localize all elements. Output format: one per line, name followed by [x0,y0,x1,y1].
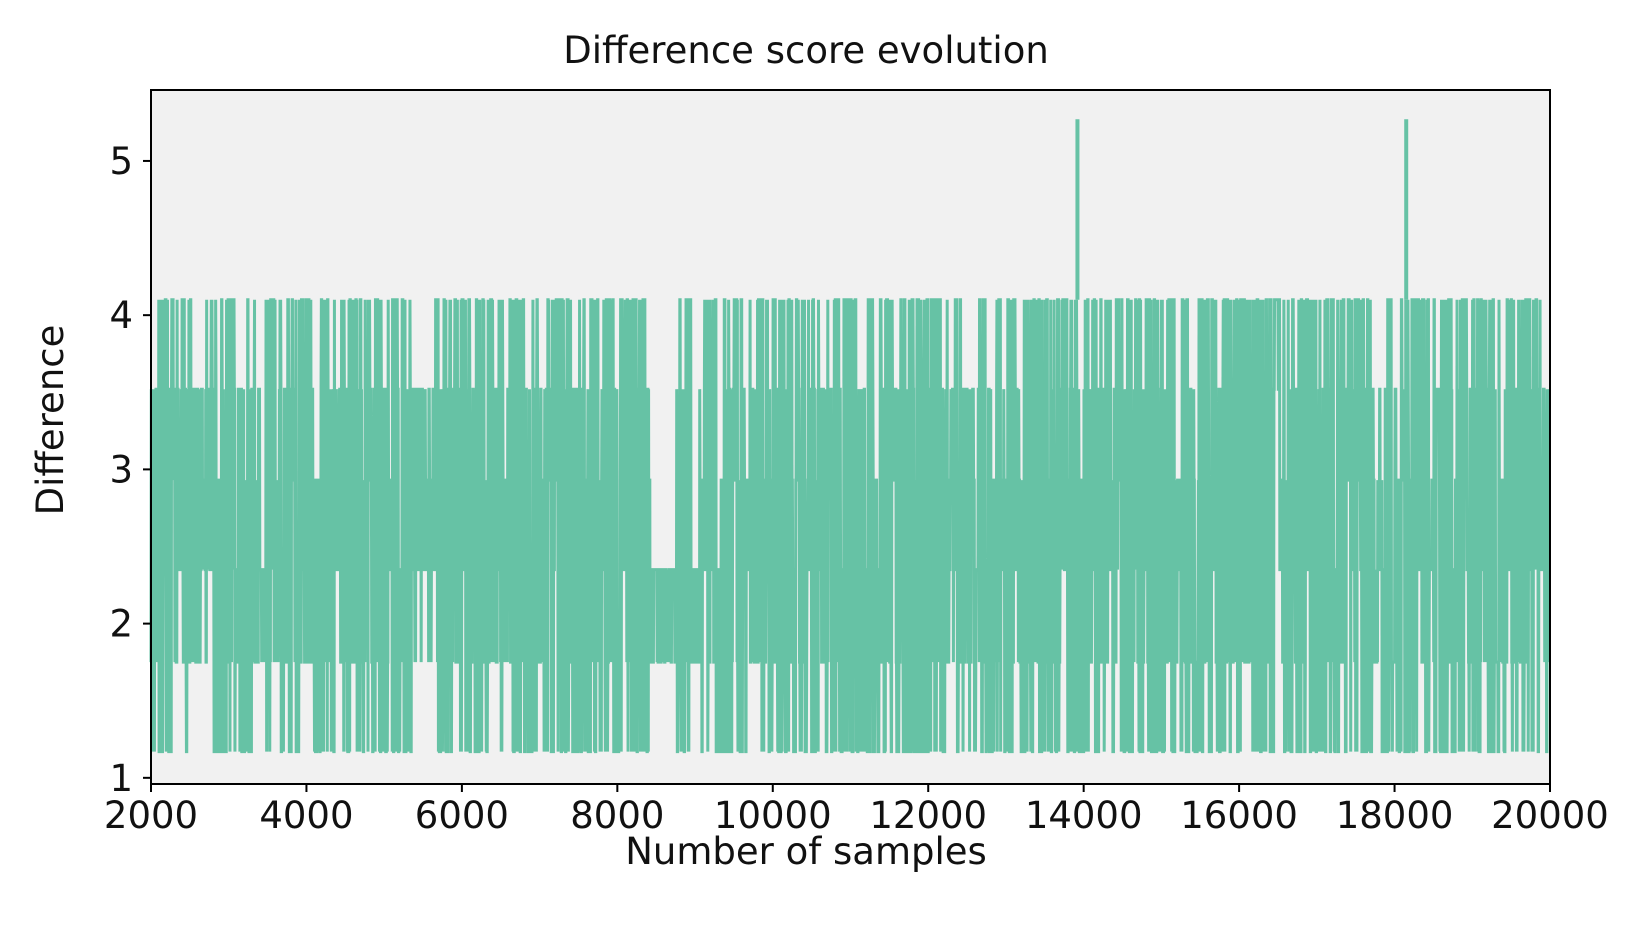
y-axis: 1 2 3 4 5 [109,140,151,800]
y-tick-label: 5 [109,140,133,183]
chart-title: Difference score evolution [563,29,1049,72]
x-axis: 2000 4000 6000 8000 10000 12000 14000 16000 1800… [104,784,1609,837]
y-tick-label: 3 [109,448,133,491]
plot-frame [150,89,1551,785]
series-line [149,119,1551,754]
x-tick-label: 8000 [570,794,664,837]
x-tick-label: 10000 [714,794,832,837]
x-tick-label: 20000 [1491,794,1609,837]
x-tick-label: 4000 [259,794,353,837]
y-tick-label: 2 [109,603,133,646]
y-tick-label: 4 [109,294,133,337]
x-tick-label: 16000 [1180,794,1298,837]
y-tick-label: 1 [109,757,133,800]
x-tick-label: 14000 [1025,794,1143,837]
x-tick-label: 18000 [1336,794,1454,837]
x-axis-label: Number of samples [625,830,987,873]
series-path [149,298,1551,754]
x-tick-label: 6000 [415,794,509,837]
x-tick-label: 12000 [869,794,987,837]
x-tick-label: 2000 [104,794,198,837]
y-axis-label: Difference [29,325,72,516]
